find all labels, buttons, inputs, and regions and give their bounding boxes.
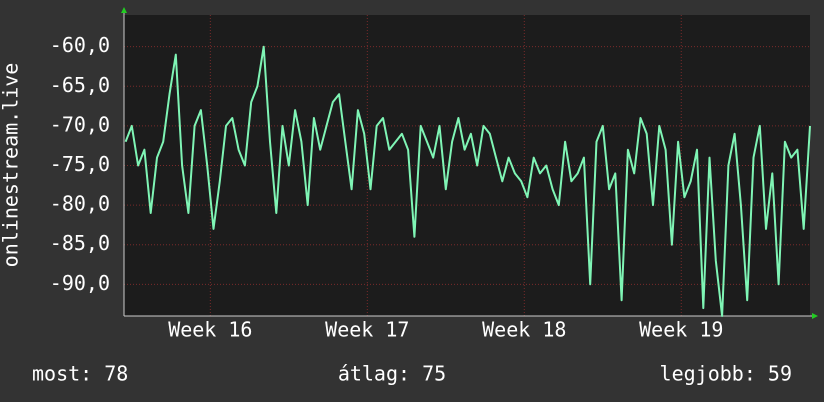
y-tick-label: -85,0 — [50, 231, 110, 255]
x-tick-label: Week 19 — [639, 318, 723, 342]
data-line — [124, 45, 811, 317]
x-tick-label: Week 18 — [482, 318, 566, 342]
axis-arrow — [121, 7, 127, 13]
y-axis-label: onlinestream.live — [0, 63, 23, 268]
y-tick-label: -60,0 — [50, 33, 110, 57]
stat-current: most: 78 — [32, 362, 128, 386]
y-tick-label: -70,0 — [50, 112, 110, 136]
x-tick-label: Week 17 — [325, 318, 409, 342]
axis-arrow — [812, 313, 818, 319]
y-tick-label: -90,0 — [50, 271, 110, 295]
y-tick-label: -65,0 — [50, 73, 110, 97]
stat-average: átlag: 75 — [338, 362, 446, 386]
y-tick-label: -80,0 — [50, 192, 110, 216]
stat-best: legjobb: 59 — [660, 362, 792, 386]
y-tick-label: -75,0 — [50, 152, 110, 176]
x-tick-label: Week 16 — [168, 318, 252, 342]
